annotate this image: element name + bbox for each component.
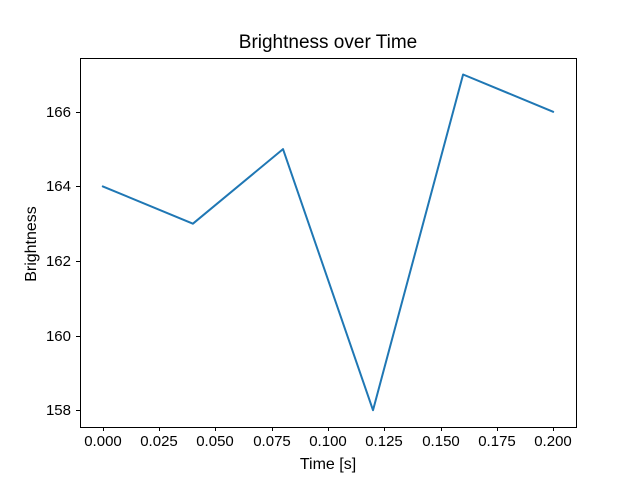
- svg-text:158: 158: [46, 402, 71, 419]
- svg-text:164: 164: [46, 178, 71, 195]
- svg-text:0.200: 0.200: [534, 433, 572, 450]
- svg-text:0.025: 0.025: [140, 433, 178, 450]
- svg-text:Time [s]: Time [s]: [300, 456, 356, 473]
- svg-text:0.050: 0.050: [196, 433, 234, 450]
- svg-text:0.075: 0.075: [253, 433, 291, 450]
- svg-text:Brightness over Time: Brightness over Time: [239, 32, 417, 53]
- svg-text:0.125: 0.125: [365, 433, 403, 450]
- svg-text:162: 162: [46, 253, 71, 270]
- svg-text:166: 166: [46, 104, 71, 121]
- svg-text:Brightness: Brightness: [23, 206, 40, 282]
- svg-text:160: 160: [46, 328, 71, 345]
- svg-text:0.175: 0.175: [478, 433, 516, 450]
- svg-text:0.100: 0.100: [309, 433, 347, 450]
- svg-text:0.000: 0.000: [84, 433, 122, 450]
- svg-text:0.150: 0.150: [422, 433, 460, 450]
